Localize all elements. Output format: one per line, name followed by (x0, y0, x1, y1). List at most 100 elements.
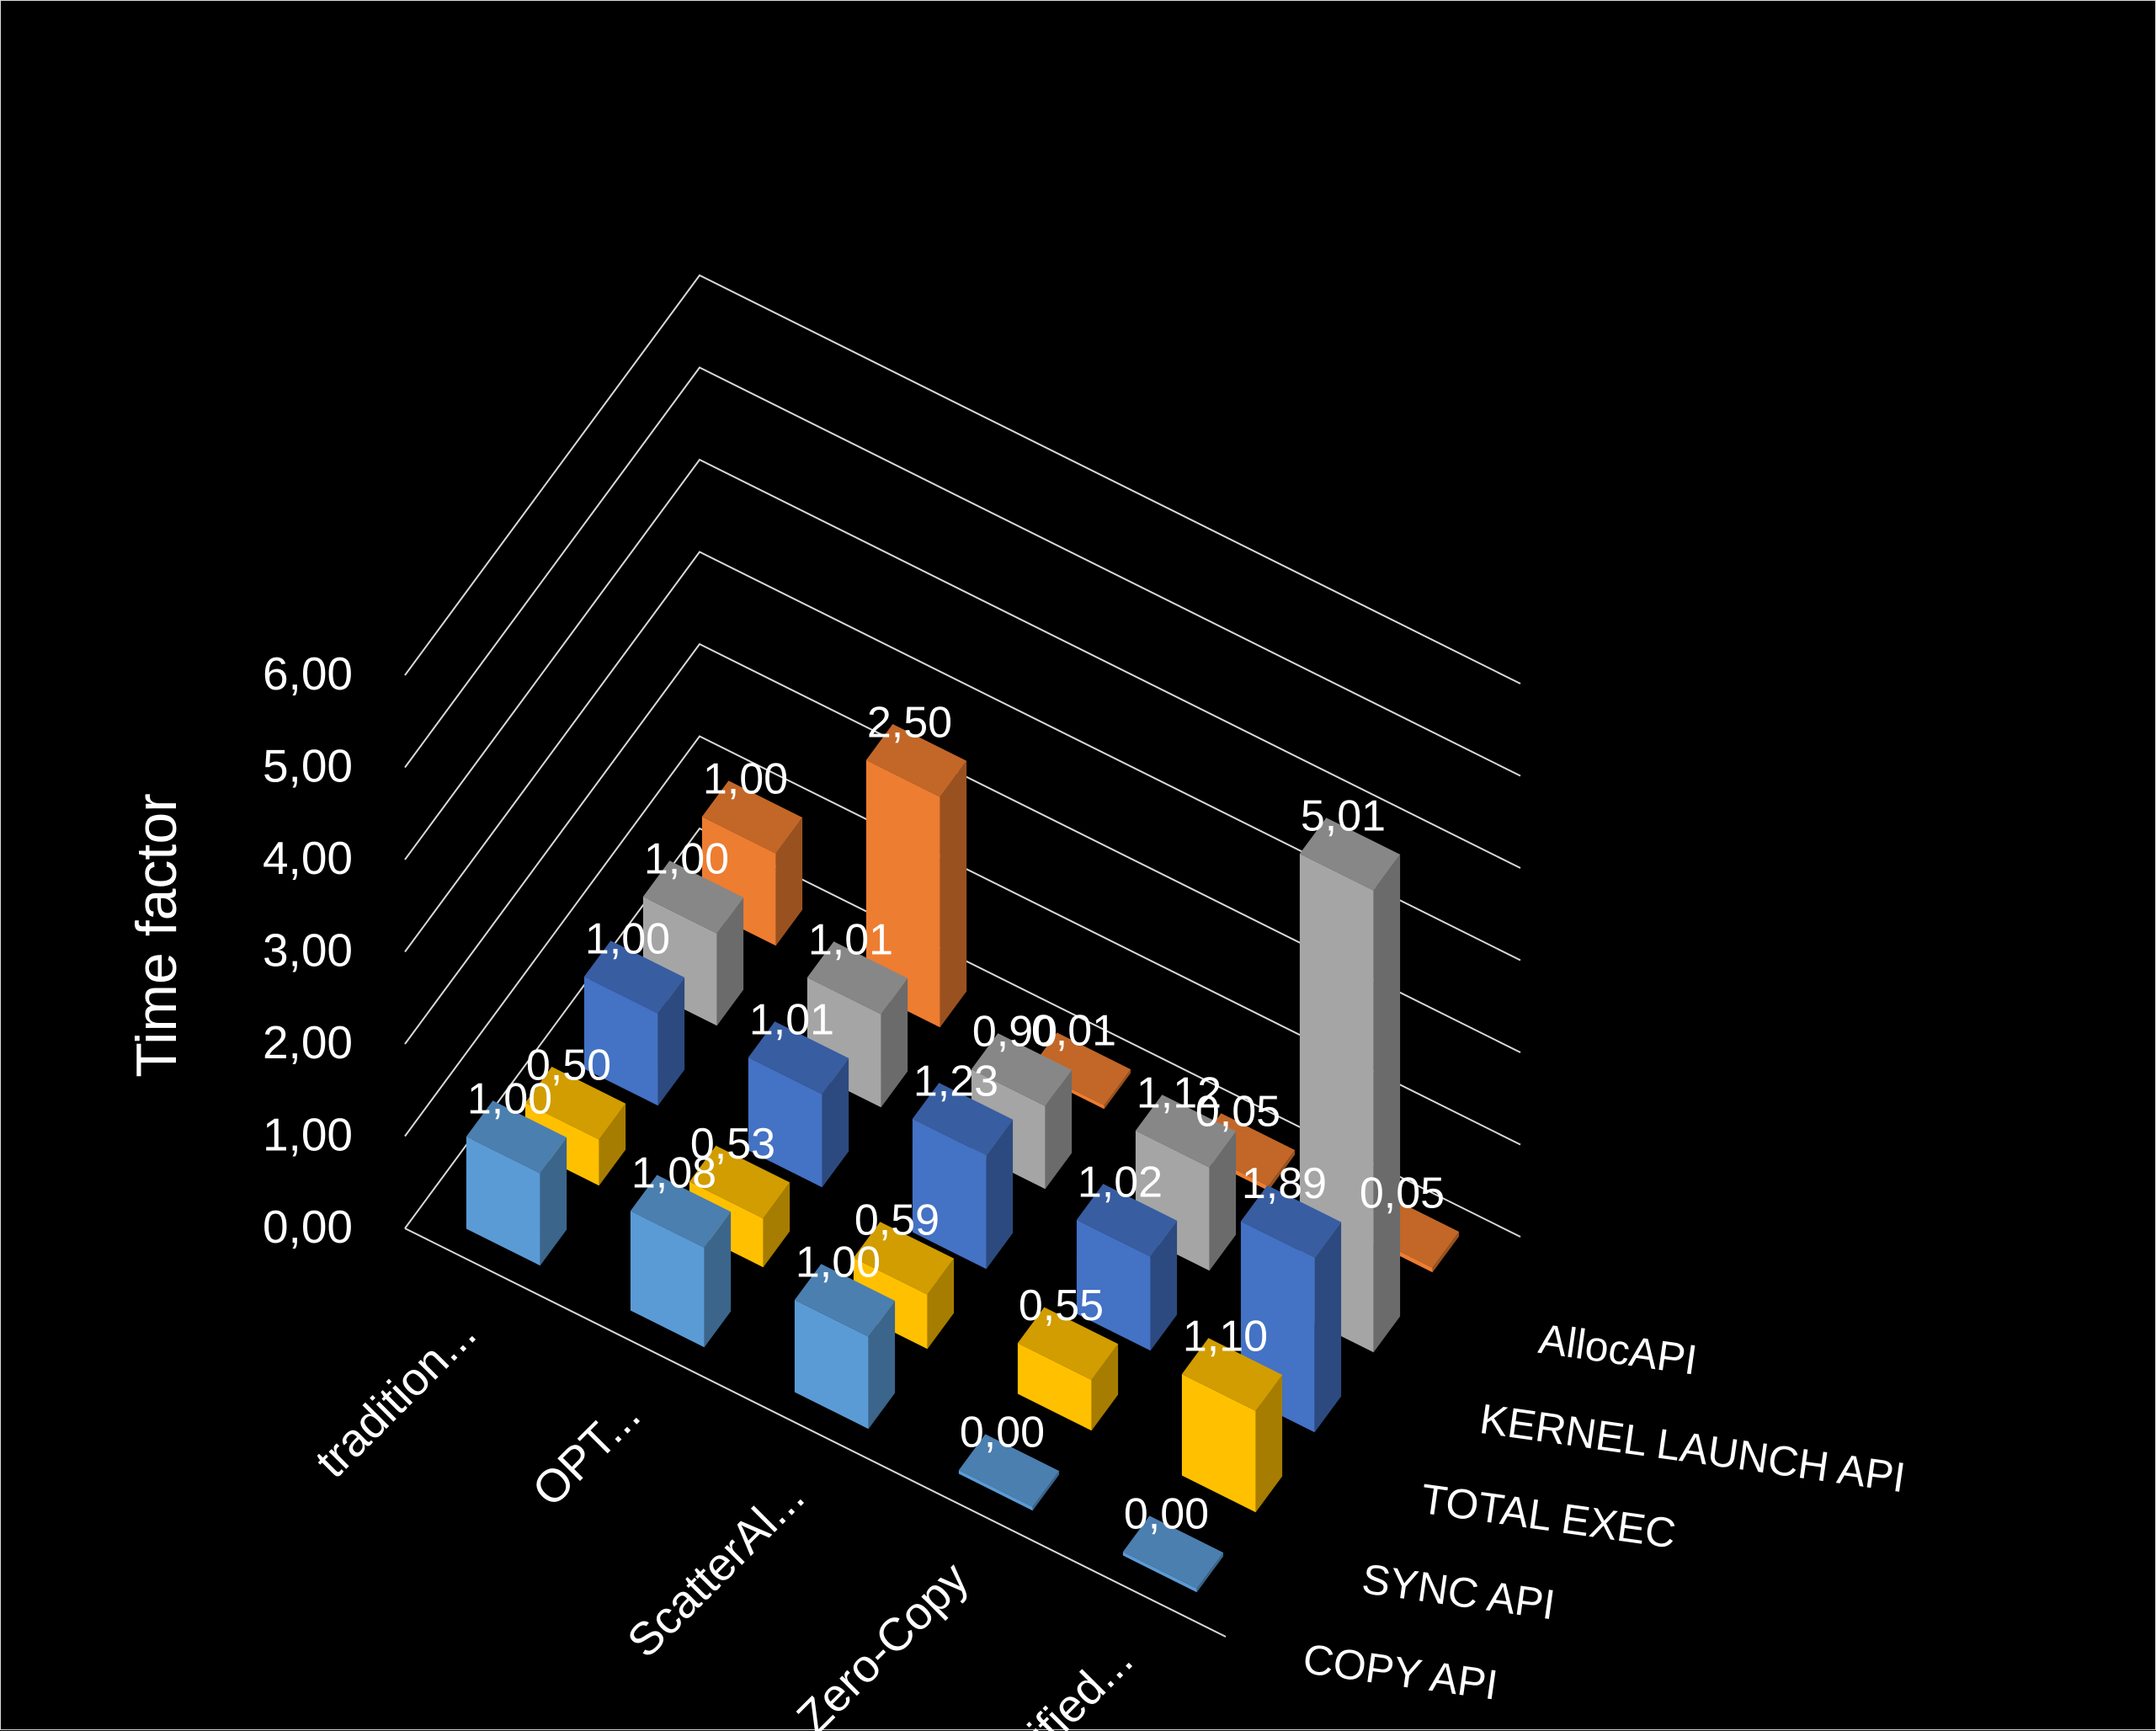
data-label: 1,12 (1137, 1068, 1222, 1117)
bar-top-face (466, 1100, 567, 1174)
bar-side-face (775, 818, 803, 946)
y-tick-label: 1,00 (263, 1109, 353, 1161)
bar (630, 1174, 732, 1348)
bar-side-face (1255, 1375, 1283, 1513)
bar-front-face (630, 1211, 705, 1348)
data-label: 0,00 (960, 1409, 1045, 1457)
bar-side-face (1150, 1220, 1178, 1351)
category-label: tradition... (305, 1307, 486, 1488)
bar-front-face (958, 1470, 1033, 1511)
bar (912, 1083, 1014, 1270)
bar (583, 940, 685, 1106)
bar-side-face (986, 1119, 1014, 1270)
data-label: 0,50 (526, 1041, 611, 1089)
bar-side-face (657, 977, 685, 1106)
bar-top-face (1299, 818, 1401, 891)
bar-top-face (701, 780, 803, 854)
series-label: AllocAPI (1536, 1315, 1700, 1384)
bar-side-face (881, 977, 908, 1108)
category-label: Zero-Copy (786, 1552, 978, 1731)
bar-side-face (822, 1057, 849, 1188)
bar-front-face (1181, 1374, 1256, 1513)
bar-side-face (1045, 1069, 1073, 1190)
bar-side-face (1314, 1222, 1342, 1433)
bar-front-face (748, 1057, 822, 1188)
y-axis-title: Time factor (125, 793, 189, 1078)
bar-side-face (1373, 854, 1401, 1353)
gridline (404, 458, 1521, 869)
gridlines (404, 274, 1521, 1238)
series-label: SYNC API (1359, 1555, 1557, 1629)
bar (794, 1264, 896, 1430)
gridline (404, 642, 1521, 1053)
data-label: 1,01 (749, 995, 834, 1044)
data-label: 1,10 (1183, 1313, 1268, 1361)
data-label: 1,02 (1078, 1158, 1163, 1206)
data-label: 0,00 (1124, 1490, 1209, 1539)
bar-top-face (1030, 1032, 1131, 1105)
bar-top-face (794, 1264, 896, 1337)
gridline (404, 551, 1521, 961)
bar-top-face (853, 1222, 955, 1295)
bar (1017, 1307, 1119, 1431)
y-tick-label: 4,00 (263, 832, 353, 884)
y-tick-label: 2,00 (263, 1016, 353, 1068)
gridline (404, 735, 1521, 1146)
series-label: TOTAL EXEC (1418, 1475, 1679, 1558)
bar-side-face (1196, 1553, 1224, 1593)
bar-side-face (1032, 1471, 1060, 1511)
bar (1122, 1515, 1224, 1593)
bar (466, 1100, 567, 1266)
category-label: Unified... (977, 1633, 1142, 1731)
bar-side-face (716, 897, 744, 1026)
bar-side-face (1209, 1131, 1237, 1271)
bar-top-face (583, 940, 685, 1014)
data-label: 1,00 (585, 915, 670, 964)
bar-top-face (524, 1067, 626, 1140)
data-label: 1,00 (703, 755, 788, 804)
bar-side-face (1432, 1232, 1460, 1273)
data-label: 0,05 (1195, 1088, 1280, 1137)
data-label: 0,01 (1031, 1007, 1116, 1056)
bar-side-face (927, 1258, 955, 1350)
bar-front-face (1017, 1343, 1092, 1431)
data-label: 0,90 (972, 1007, 1057, 1056)
y-tick-label: 3,00 (263, 924, 353, 977)
bar-top-face (958, 1434, 1060, 1507)
data-label: 0,53 (690, 1120, 775, 1169)
data-label: 0,05 (1360, 1169, 1445, 1218)
bar-side-face (1091, 1344, 1119, 1431)
bar (748, 1021, 849, 1188)
bar-top-face (912, 1083, 1014, 1156)
bar-side-face (940, 760, 967, 1028)
bar (1181, 1338, 1283, 1513)
data-label: 1,00 (467, 1075, 552, 1124)
bar-front-face (583, 977, 658, 1106)
y-tick-label: 0,00 (263, 1201, 353, 1253)
bar (1076, 1184, 1178, 1351)
data-label: 1,89 (1242, 1159, 1327, 1208)
bar-top-face (1240, 1185, 1342, 1259)
bar (865, 724, 967, 1028)
bar-side-face (1104, 1069, 1131, 1110)
data-label: 1,01 (808, 915, 893, 964)
bar (958, 1434, 1060, 1511)
data-label: 0,55 (1019, 1281, 1104, 1330)
bar-top-face (1017, 1307, 1119, 1380)
category-label: ScatterAl... (617, 1470, 814, 1667)
series-label: COPY API (1300, 1635, 1500, 1709)
bars (466, 724, 1460, 1593)
bar-front-face (912, 1118, 987, 1270)
x-axis-line (404, 1228, 1227, 1638)
bar-side-face (763, 1182, 791, 1268)
gridline (404, 827, 1521, 1238)
bar-top-face (1122, 1515, 1224, 1589)
category-label: OPT... (522, 1388, 650, 1516)
y-tick-label: 5,00 (263, 740, 353, 792)
data-label: 1,00 (796, 1238, 881, 1287)
y-tick-label: 6,00 (263, 647, 353, 700)
bar-top-face (865, 724, 967, 797)
bar-top-face (971, 1033, 1073, 1106)
